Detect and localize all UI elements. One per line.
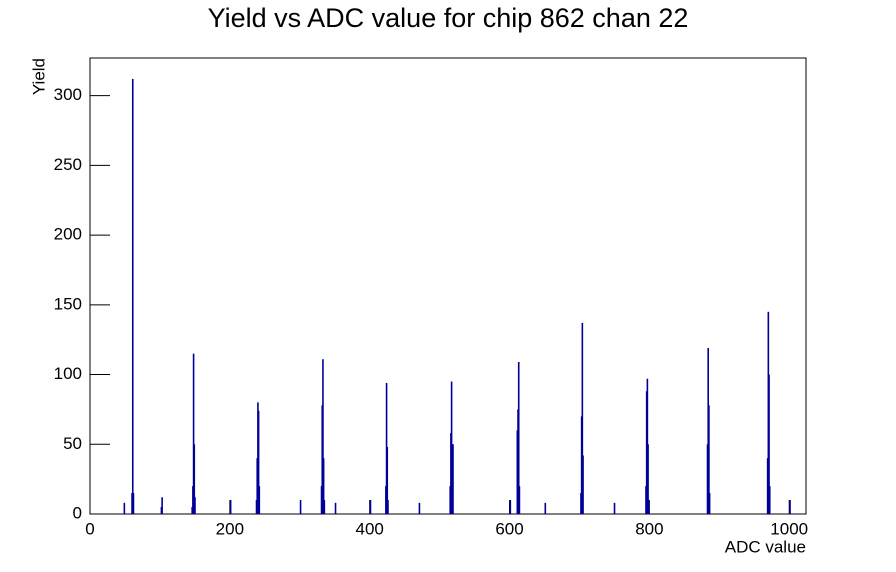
- y-axis-label: Yield: [29, 58, 48, 95]
- x-tick-label: 600: [495, 519, 523, 538]
- x-tick-label: 200: [216, 519, 244, 538]
- bar: [194, 497, 196, 514]
- bar: [323, 500, 326, 514]
- bar: [418, 502, 421, 514]
- bar: [789, 500, 791, 514]
- x-axis-label: ADC value: [725, 537, 806, 556]
- bar: [257, 410, 260, 514]
- plot-frame: [89, 57, 807, 515]
- bar: [768, 486, 771, 514]
- bar: [229, 500, 232, 514]
- bar: [387, 500, 389, 514]
- y-tick-label: 100: [54, 364, 82, 383]
- bar: [192, 353, 195, 514]
- bar: [299, 500, 302, 514]
- y-tick-label: 200: [54, 225, 82, 244]
- bar: [518, 486, 521, 514]
- bar: [131, 78, 134, 515]
- y-tick-label: 50: [63, 434, 82, 453]
- bar: [708, 405, 710, 514]
- y-tick-label: 0: [73, 503, 82, 522]
- bar: [123, 502, 126, 514]
- chart-title: Yield vs ADC value for chip 862 chan 22: [208, 3, 689, 33]
- bar: [322, 359, 324, 514]
- bar: [258, 486, 261, 514]
- bar: [647, 444, 649, 514]
- bar: [517, 362, 520, 514]
- bar: [581, 322, 584, 514]
- x-tick-label: 800: [635, 519, 663, 538]
- x-tick-label: 0: [85, 519, 94, 538]
- bar: [132, 493, 135, 514]
- bar: [582, 455, 584, 514]
- bar: [544, 502, 547, 514]
- bar: [193, 444, 196, 514]
- y-tick-label: 300: [54, 85, 82, 104]
- y-tick-label: 250: [54, 155, 82, 174]
- bar: [647, 500, 650, 514]
- bar: [613, 502, 616, 514]
- bar: [452, 444, 454, 514]
- bar: [322, 458, 325, 514]
- bar: [708, 493, 711, 514]
- bar: [386, 447, 389, 514]
- bar: [768, 374, 770, 514]
- bar: [334, 502, 337, 514]
- x-tick-label: 400: [356, 519, 384, 538]
- bar: [161, 497, 163, 514]
- bar: [509, 500, 512, 514]
- bar: [369, 500, 372, 514]
- x-tick-label: 1000: [770, 519, 808, 538]
- y-tick-label: 150: [54, 294, 82, 313]
